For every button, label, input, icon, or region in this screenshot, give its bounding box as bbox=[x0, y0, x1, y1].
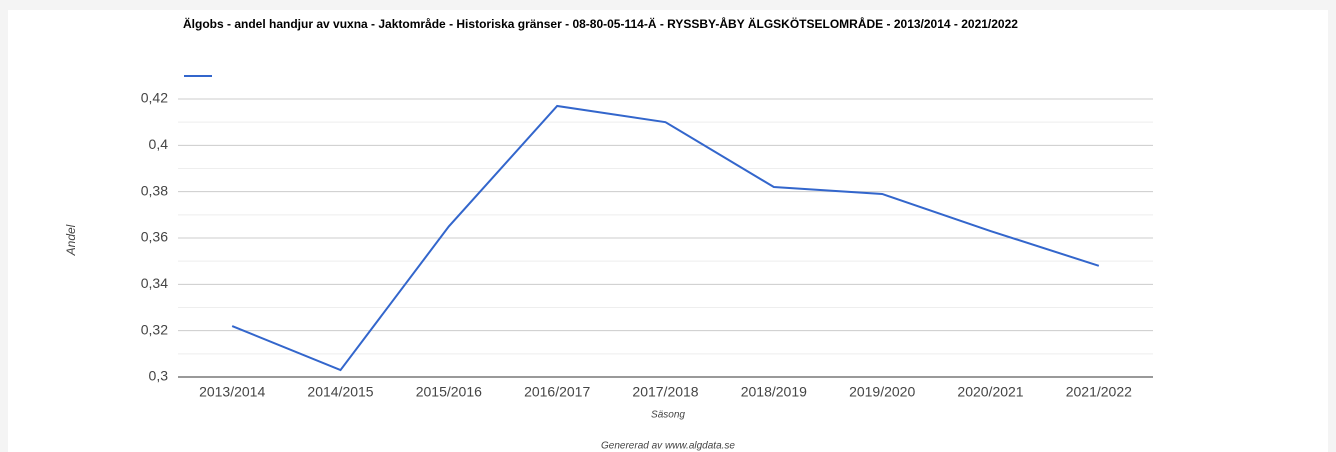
x-tick-label: 2019/2020 bbox=[849, 384, 915, 400]
y-tick-label: 0,32 bbox=[141, 321, 168, 337]
x-tick-label: 2017/2018 bbox=[632, 384, 698, 400]
x-tick-label: 2021/2022 bbox=[1066, 384, 1132, 400]
x-tick-label: 2015/2016 bbox=[416, 384, 482, 400]
x-tick-label: 2013/2014 bbox=[199, 384, 265, 400]
chart-title: Älgobs - andel handjur av vuxna - Jaktom… bbox=[183, 17, 1018, 31]
x-tick-label: 2014/2015 bbox=[307, 384, 373, 400]
y-axis-label: Andel bbox=[64, 224, 78, 256]
data-line bbox=[231, 104, 1100, 372]
x-tick-label: 2018/2019 bbox=[741, 384, 807, 400]
x-axis-label: Säsong bbox=[651, 410, 685, 421]
y-tick-label: 0,3 bbox=[149, 368, 169, 384]
x-tick-label: 2016/2017 bbox=[524, 384, 590, 400]
y-tick-label: 0,38 bbox=[141, 182, 168, 198]
card bbox=[8, 10, 1328, 452]
footer: Genererad av www.algdata.se bbox=[601, 441, 735, 452]
y-tick-label: 0,36 bbox=[141, 229, 168, 245]
x-tick-label: 2020/2021 bbox=[957, 384, 1023, 400]
y-tick-label: 0,42 bbox=[141, 90, 168, 106]
y-tick-label: 0,34 bbox=[141, 275, 168, 291]
y-tick-label: 0,4 bbox=[149, 136, 169, 152]
